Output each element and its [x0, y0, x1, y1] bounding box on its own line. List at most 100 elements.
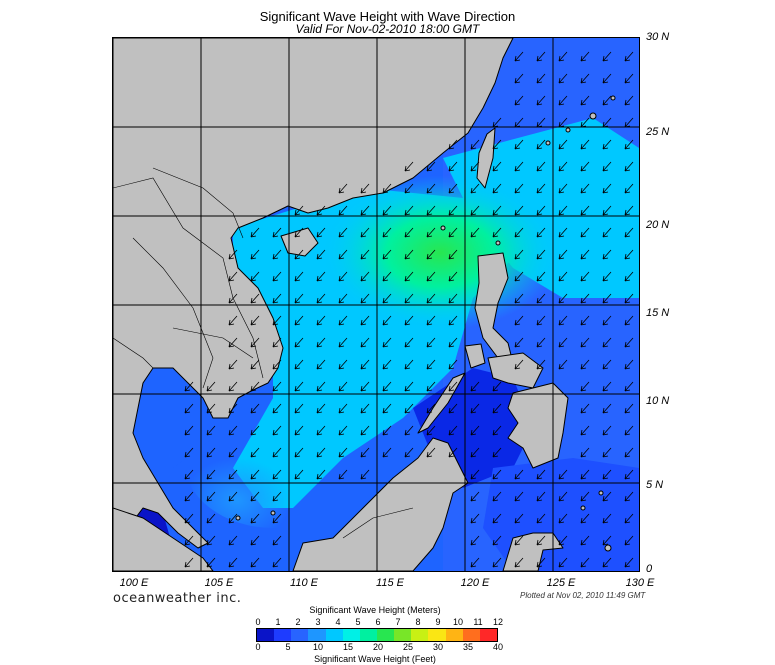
legend-tick: 6 — [375, 617, 381, 627]
wave-arrow — [558, 535, 568, 546]
wave-arrow — [448, 403, 458, 414]
wave-arrow — [404, 447, 414, 458]
wave-arrow — [558, 469, 568, 480]
wave-arrow — [536, 139, 546, 150]
wave-arrow — [536, 491, 546, 502]
wave-arrow — [272, 271, 282, 282]
wave-arrow — [536, 315, 546, 326]
wave-arrow — [514, 557, 524, 568]
wave-arrow — [514, 117, 524, 128]
lat-label-5n: 5 N — [646, 479, 664, 491]
wave-map — [112, 37, 640, 572]
wave-arrow — [602, 315, 612, 326]
wave-arrow — [316, 403, 326, 414]
wave-arrow — [360, 337, 370, 348]
wave-arrow — [382, 359, 392, 370]
wave-arrow — [624, 95, 634, 106]
wave-arrow — [294, 381, 304, 392]
wave-arrow — [426, 403, 436, 414]
wave-arrow — [250, 425, 260, 436]
wave-arrow — [404, 271, 414, 282]
lat-label-30n: 30 N — [646, 31, 670, 43]
wave-arrow — [316, 337, 326, 348]
wave-arrow — [338, 293, 348, 304]
wave-arrow — [426, 161, 436, 172]
wave-arrow — [470, 491, 480, 502]
wave-arrow — [624, 337, 634, 348]
wave-arrow — [316, 271, 326, 282]
wave-arrow — [602, 271, 612, 282]
wave-arrow — [382, 205, 392, 216]
wave-arrow — [228, 491, 238, 502]
wave-arrow — [580, 293, 590, 304]
wave-arrow — [624, 139, 634, 150]
ocean-mid-zone — [183, 388, 363, 528]
wave-arrow — [558, 513, 568, 524]
wave-arrow — [624, 469, 634, 480]
wave-arrow — [382, 425, 392, 436]
wave-arrow — [492, 183, 502, 194]
wave-arrow — [492, 535, 502, 546]
wave-arrow — [250, 315, 260, 326]
wave-arrow — [602, 535, 612, 546]
wave-arrow — [624, 425, 634, 436]
legend-tick: 3 — [315, 617, 321, 627]
wave-arrow — [184, 469, 194, 480]
wave-arrow — [360, 271, 370, 282]
legend-tick: 4 — [335, 617, 341, 627]
wave-arrow — [580, 359, 590, 370]
wave-arrow — [580, 381, 590, 392]
land-luzon — [474, 252, 514, 364]
legend-tick: 20 — [372, 642, 383, 652]
wave-arrow — [448, 447, 458, 458]
wave-arrow — [426, 337, 436, 348]
wave-arrow — [272, 557, 282, 568]
legend-tick: 25 — [402, 642, 413, 652]
wave-arrow — [624, 359, 634, 370]
lat-label-15n: 15 N — [646, 307, 670, 319]
wave-arrow — [382, 271, 392, 282]
wave-arrow — [206, 469, 216, 480]
land-island-10 — [604, 544, 612, 552]
land-mindoro — [464, 343, 486, 369]
wave-arrow — [294, 227, 304, 238]
wave-arrow — [558, 249, 568, 260]
legend-tick: 12 — [492, 617, 503, 627]
wave-arrow — [426, 381, 436, 392]
wave-arrow — [470, 183, 480, 194]
legend-feet-title: Significant Wave Height (Feet) — [314, 654, 436, 664]
wave-arrow — [470, 447, 480, 458]
wave-arrow — [184, 425, 194, 436]
wave-arrow — [404, 403, 414, 414]
wave-arrow — [228, 469, 238, 480]
legend-tick: 2 — [295, 617, 301, 627]
wave-arrow — [536, 51, 546, 62]
legend-tick: 0 — [255, 642, 261, 652]
wave-arrow — [580, 227, 590, 238]
wave-arrow — [580, 183, 590, 194]
wave-arrow — [316, 447, 326, 458]
wave-arrow — [294, 337, 304, 348]
wave-arrow — [272, 227, 282, 238]
wave-arrow — [206, 381, 216, 392]
wave-arrow — [382, 447, 392, 458]
wave-arrow — [602, 183, 612, 194]
lon-label-105e: 105 E — [204, 577, 234, 589]
wave-arrow — [206, 491, 216, 502]
wave-arrow — [228, 447, 238, 458]
wave-arrow — [624, 513, 634, 524]
wave-arrow — [360, 447, 370, 458]
land-island-5 — [610, 95, 616, 101]
wave-arrow — [228, 513, 238, 524]
legend-tick: 5 — [285, 642, 291, 652]
wave-arrow — [580, 95, 590, 106]
legend-tick: 10 — [452, 617, 463, 627]
wave-arrow — [338, 425, 348, 436]
colorbar-swatch — [325, 629, 343, 641]
wave-arrow — [294, 359, 304, 370]
wave-arrow — [338, 359, 348, 370]
wave-arrow — [382, 249, 392, 260]
wave-arrow — [426, 271, 436, 282]
wave-arrow — [250, 293, 260, 304]
wave-arrow — [250, 359, 260, 370]
